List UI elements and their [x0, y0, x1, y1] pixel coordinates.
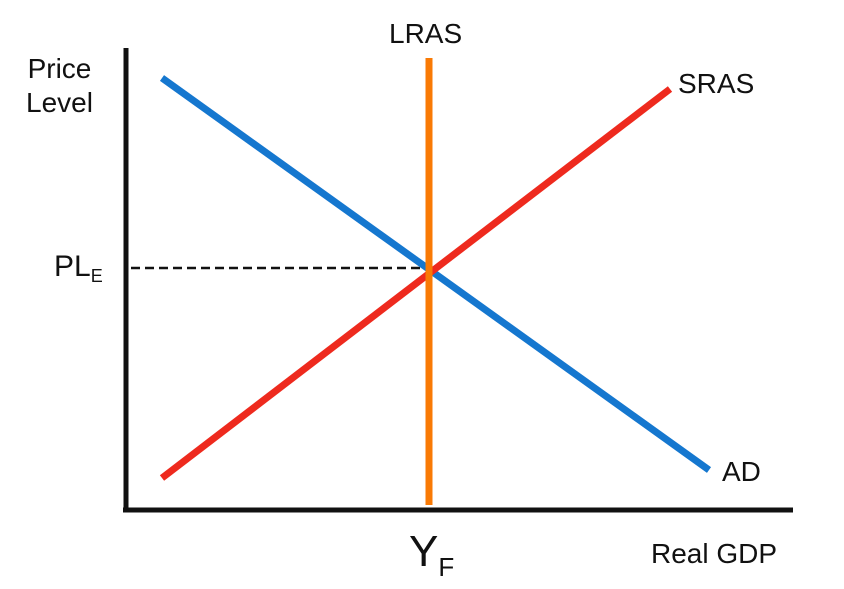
full-employment-output-text: Y [409, 527, 439, 576]
equilibrium-price-subscript: E [90, 266, 103, 286]
y-axis-label-line1: Price [27, 53, 92, 84]
sras-curve [159, 86, 673, 481]
equilibrium-price-label: PLE [54, 250, 103, 286]
full-employment-output-subscript: F [438, 552, 455, 582]
y-axis-label: Price Level [26, 52, 93, 120]
sras-label: SRAS [678, 68, 755, 99]
equilibrium-price-text: PL [54, 250, 91, 283]
ad-curve [159, 75, 712, 473]
ad-label: AD [722, 456, 761, 487]
y-axis-label-line2: Level [26, 87, 93, 118]
x-axis-label: Real GDP [651, 538, 778, 569]
full-employment-output-label: YF [409, 527, 455, 582]
lras-label: LRAS [389, 18, 463, 49]
